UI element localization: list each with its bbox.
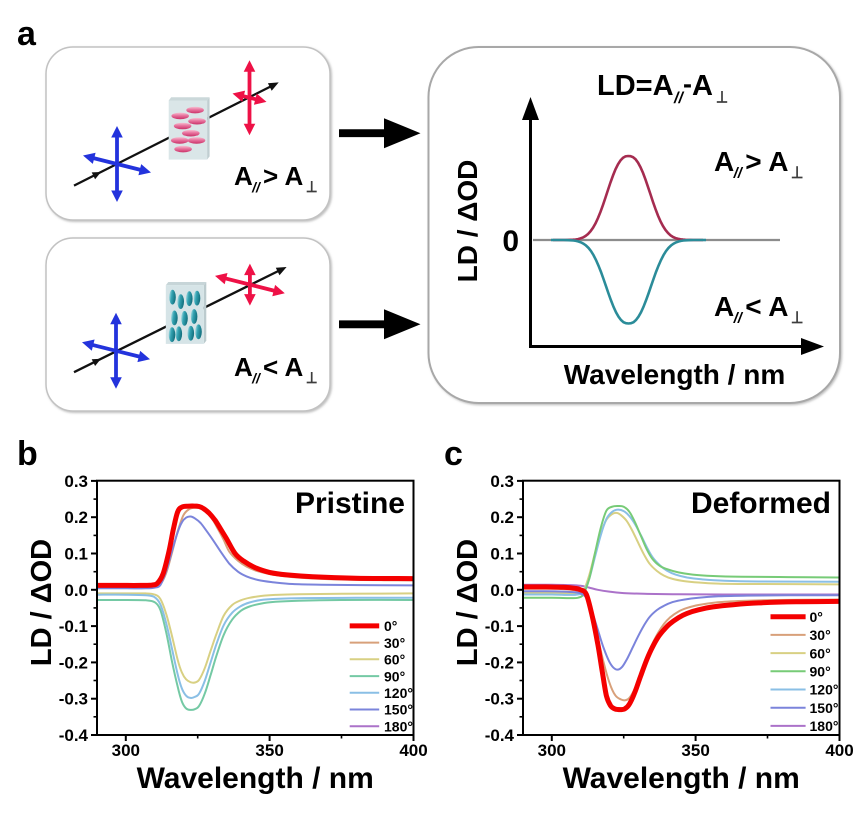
svg-text:30°: 30° [810, 627, 831, 643]
svg-text:-: - [683, 69, 692, 99]
svg-text:Deformed: Deformed [691, 487, 831, 520]
svg-text:90°: 90° [810, 664, 831, 680]
svg-text:A: A [234, 352, 253, 382]
svg-text:-0.2: -0.2 [485, 653, 514, 672]
svg-text:0: 0 [502, 225, 519, 258]
svg-text://: // [251, 370, 262, 386]
svg-text:30°: 30° [384, 635, 405, 651]
svg-text:90°: 90° [384, 668, 405, 684]
svg-text:350: 350 [681, 741, 709, 760]
svg-text:a: a [17, 15, 37, 53]
svg-text:350: 350 [255, 741, 283, 760]
svg-text:0.3: 0.3 [490, 472, 514, 491]
svg-text://: // [733, 165, 744, 182]
svg-text:180°: 180° [384, 718, 413, 734]
svg-text:b: b [17, 435, 38, 473]
svg-text:Wavelength / nm: Wavelength / nm [564, 359, 785, 390]
svg-text:0°: 0° [384, 618, 397, 634]
svg-text:Pristine: Pristine [295, 487, 405, 520]
svg-text:A: A [714, 291, 734, 322]
svg-text:0.1: 0.1 [64, 545, 88, 564]
svg-text:-0.4: -0.4 [485, 726, 515, 745]
svg-text:LD / ΔOD: LD / ΔOD [452, 160, 483, 283]
svg-text:-0.3: -0.3 [59, 690, 88, 709]
svg-text:0.2: 0.2 [64, 508, 88, 527]
svg-text:Wavelength / nm: Wavelength / nm [563, 762, 800, 795]
svg-text:> A: > A [745, 146, 788, 177]
svg-text:-0.4: -0.4 [59, 726, 89, 745]
svg-text:LD / ΔOD: LD / ΔOD [452, 539, 484, 666]
svg-text:150°: 150° [810, 700, 839, 716]
svg-text:-0.1: -0.1 [485, 617, 514, 636]
svg-text:0.0: 0.0 [490, 581, 514, 600]
svg-text://: // [733, 310, 744, 327]
svg-text:< A: < A [263, 352, 303, 382]
svg-text:120°: 120° [810, 682, 839, 698]
svg-text:A: A [234, 161, 253, 191]
svg-text:60°: 60° [810, 645, 831, 661]
svg-text:400: 400 [825, 741, 853, 760]
svg-text:180°: 180° [810, 718, 839, 734]
svg-text:150°: 150° [384, 702, 413, 718]
svg-text:300: 300 [112, 741, 140, 760]
svg-text:-0.1: -0.1 [59, 617, 88, 636]
svg-text:400: 400 [399, 741, 427, 760]
svg-text:0.0: 0.0 [64, 581, 88, 600]
svg-text:60°: 60° [384, 652, 405, 668]
svg-text://: // [673, 90, 684, 107]
svg-text:A: A [692, 70, 713, 102]
svg-text:LD / ΔOD: LD / ΔOD [26, 539, 58, 666]
svg-text:c: c [444, 435, 463, 473]
svg-text:< A: < A [745, 291, 788, 322]
svg-text:Wavelength / nm: Wavelength / nm [137, 762, 374, 795]
svg-text:A: A [714, 146, 734, 177]
svg-text:LD=A: LD=A [597, 70, 674, 102]
svg-text:0.2: 0.2 [490, 508, 514, 527]
svg-text:-0.3: -0.3 [485, 690, 514, 709]
svg-text:0.1: 0.1 [490, 545, 514, 564]
svg-text://: // [251, 179, 262, 195]
svg-text:0°: 0° [810, 609, 823, 625]
svg-text:300: 300 [538, 741, 566, 760]
svg-text:120°: 120° [384, 685, 413, 701]
svg-text:> A: > A [263, 161, 303, 191]
svg-text:0.3: 0.3 [64, 472, 88, 491]
svg-text:-0.2: -0.2 [59, 653, 88, 672]
